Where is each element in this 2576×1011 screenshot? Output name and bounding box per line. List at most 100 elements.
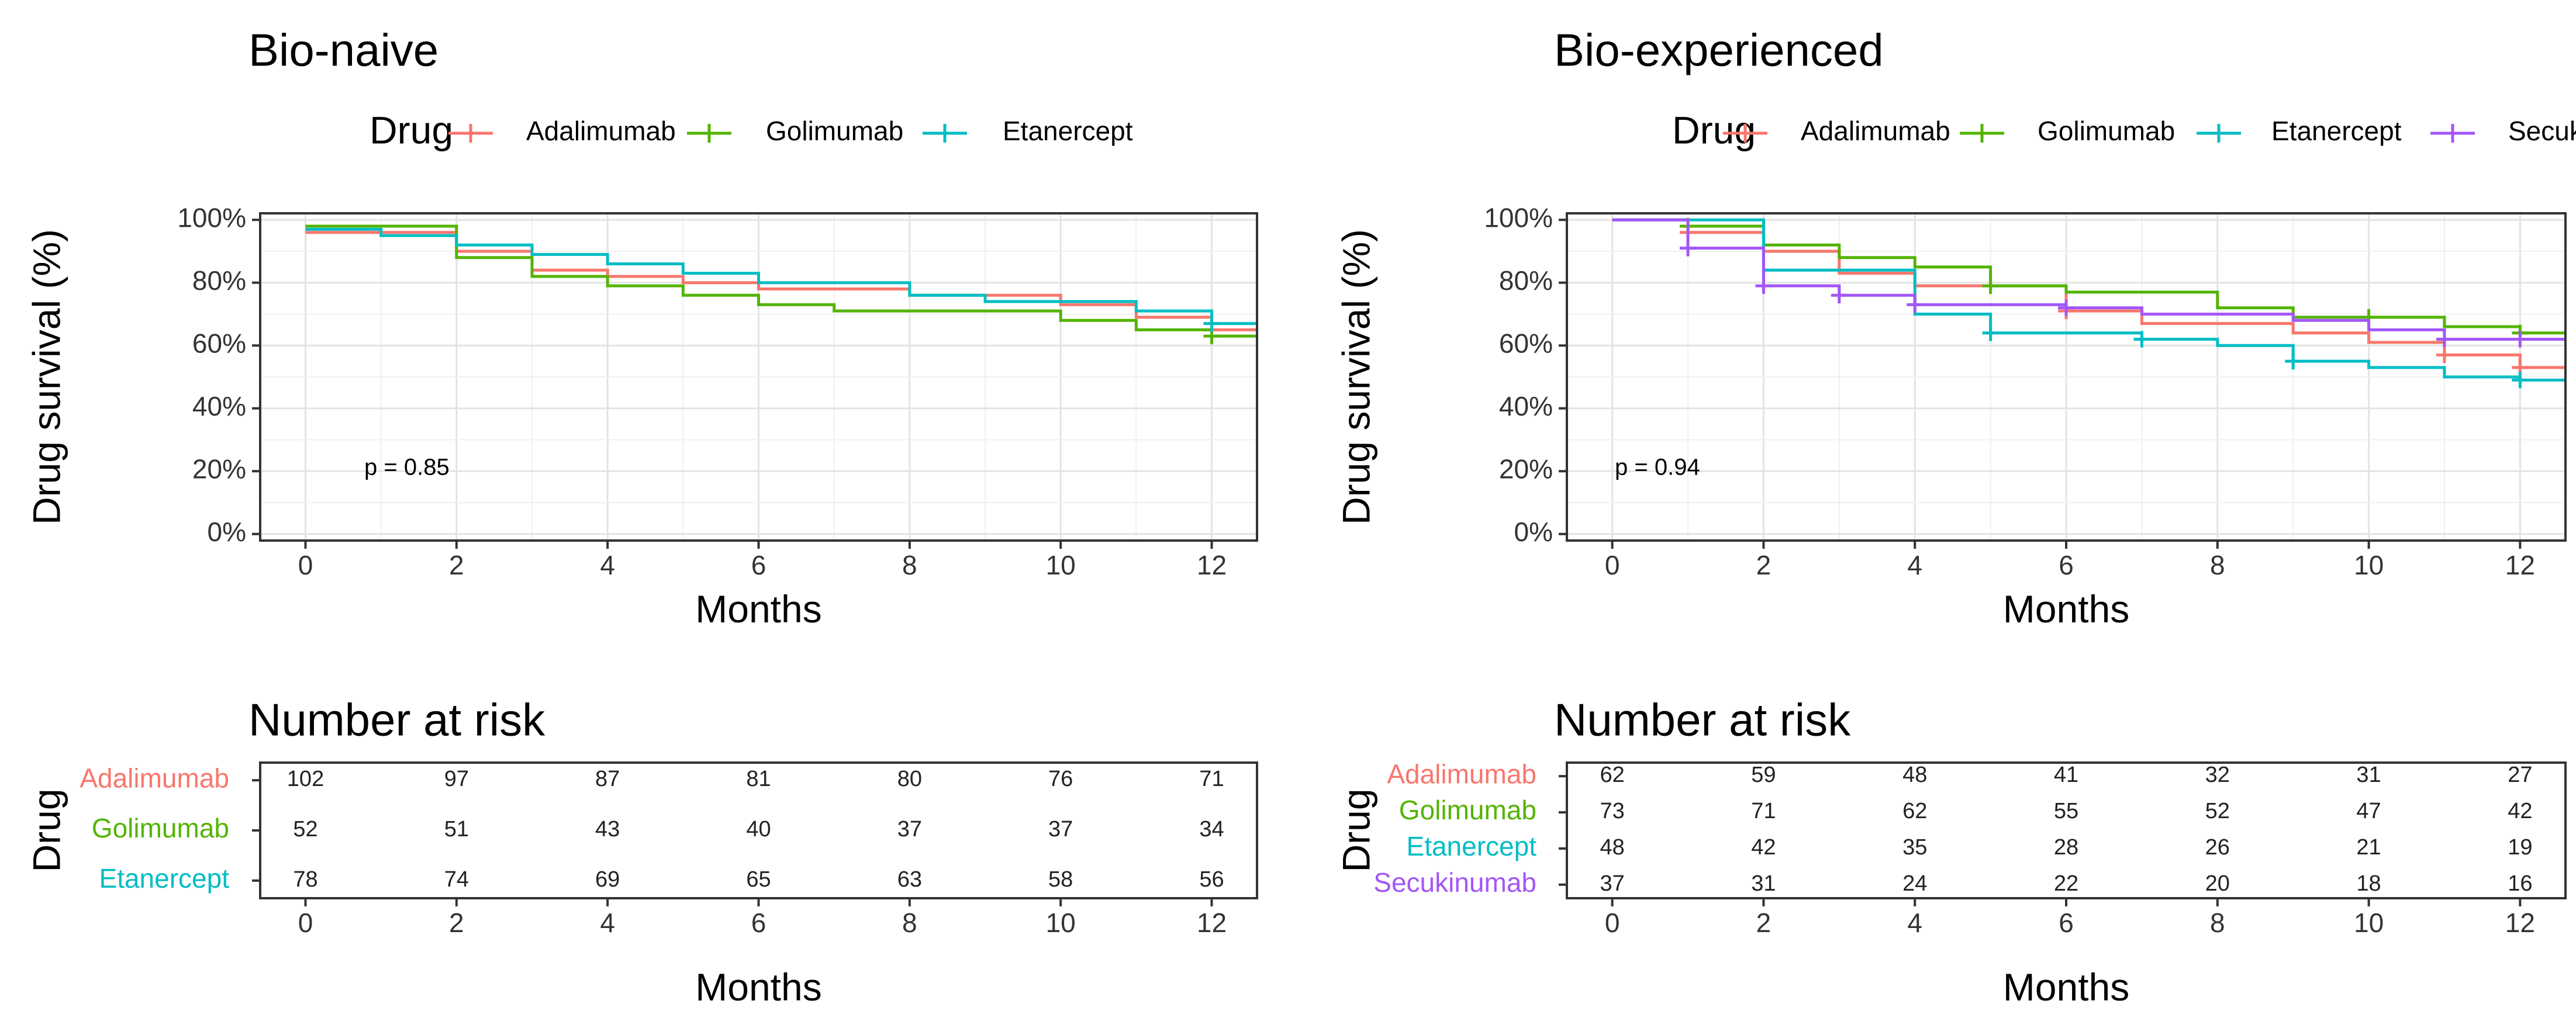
- x-tick-label: 4: [600, 908, 615, 938]
- legend-label-etanercept: Etanercept: [2271, 116, 2402, 146]
- risk-count: 71: [1199, 767, 1224, 791]
- risk-count: 80: [897, 767, 922, 791]
- risk-count: 78: [293, 867, 317, 892]
- y-tick-label: 20%: [192, 453, 246, 484]
- legend-title: Drug: [1672, 108, 1756, 151]
- x-tick-label: 0: [298, 908, 313, 938]
- risk-count: 34: [1199, 817, 1224, 842]
- risk-count: 42: [2508, 799, 2532, 823]
- p-value-annotation: p = 0.94: [1615, 455, 1700, 480]
- risk-count: 22: [2054, 871, 2078, 896]
- x-tick-label: 10: [2354, 550, 2384, 580]
- risk-count: 65: [746, 867, 771, 892]
- risk-count: 31: [1751, 871, 1776, 896]
- risk-count: 43: [595, 817, 620, 842]
- x-tick-label: 8: [2210, 908, 2225, 938]
- legend-title: Drug: [370, 108, 453, 151]
- x-tick-label: 4: [600, 550, 615, 580]
- risk-count: 52: [293, 817, 317, 842]
- y-tick-label: 80%: [1499, 265, 1553, 296]
- legend-label-etanercept: Etanercept: [1003, 116, 1133, 146]
- survival-curve-etanercept: [1612, 218, 2565, 382]
- survival-curve-golimumab: [305, 224, 1257, 338]
- risk-count: 31: [2356, 763, 2381, 787]
- risk-row-label-golimumab: Golimumab: [1399, 795, 1536, 825]
- x-tick-label: 6: [2059, 908, 2074, 938]
- y-tick-label: 60%: [1499, 328, 1553, 358]
- risk-count: 18: [2356, 871, 2381, 896]
- y-tick-label: 100%: [177, 202, 246, 233]
- x-axis-title: Months: [2003, 965, 2129, 1009]
- y-tick-label: 80%: [192, 265, 246, 296]
- risk-row-label-adalimumab: Adalimumab: [1387, 759, 1536, 789]
- risk-row-label-etanercept: Etanercept: [99, 863, 230, 894]
- risk-row-label-golimumab: Golimumab: [92, 813, 229, 843]
- x-tick-label: 10: [1046, 908, 1076, 938]
- survival-curve-etanercept: [305, 227, 1257, 326]
- risk-count: 27: [2508, 763, 2532, 787]
- panel-title: Bio-naive: [248, 25, 438, 76]
- y-tick-label: 20%: [1499, 453, 1553, 484]
- y-tick-label: 0%: [208, 517, 246, 547]
- risk-count: 102: [287, 767, 324, 791]
- x-tick-label: 6: [751, 550, 766, 580]
- km-panel-bio-naive: Bio-naive Drug Adalimumab Golimumab Etanerce…: [25, 25, 1258, 631]
- y-axis-title: Drug survival (%): [1334, 229, 1377, 525]
- risk-count: 41: [2054, 763, 2078, 787]
- risk-count: 16: [2508, 871, 2532, 896]
- y-axis-title: Drug survival (%): [25, 229, 68, 525]
- risk-count: 87: [595, 767, 620, 791]
- panel-title: Number at risk: [248, 694, 545, 746]
- risk-count: 48: [1600, 835, 1624, 860]
- risk-count: 40: [746, 817, 771, 842]
- risk-count: 58: [1048, 867, 1073, 892]
- risk-row-label-adalimumab: Adalimumab: [80, 763, 229, 793]
- y-axis-title: Drug: [1334, 788, 1377, 872]
- risk-count: 28: [2054, 835, 2078, 860]
- y-axis-title: Drug: [25, 788, 68, 872]
- risk-count: 51: [444, 817, 469, 842]
- x-tick-label: 12: [2505, 550, 2535, 580]
- panel-title: Bio-experienced: [1554, 25, 1884, 76]
- risk-count: 52: [2205, 799, 2230, 823]
- risk-count: 37: [897, 817, 922, 842]
- risk-count: 48: [1902, 763, 1927, 787]
- risk-count: 63: [897, 867, 922, 892]
- x-tick-label: 2: [1756, 550, 1772, 580]
- risk-count: 62: [1600, 763, 1624, 787]
- y-tick-label: 60%: [192, 328, 246, 358]
- risk-count: 56: [1199, 867, 1224, 892]
- panel-title: Number at risk: [1554, 694, 1851, 746]
- y-tick-label: 0%: [1514, 517, 1553, 547]
- risk-count: 59: [1751, 763, 1776, 787]
- x-tick-label: 0: [1605, 908, 1620, 938]
- risk-row-label-secukinumab: Secukinumab: [1373, 867, 1536, 898]
- x-tick-label: 8: [902, 550, 917, 580]
- risk-count: 37: [1600, 871, 1624, 896]
- x-tick-label: 6: [751, 908, 766, 938]
- risk-count: 62: [1902, 799, 1927, 823]
- x-tick-label: 8: [902, 908, 917, 938]
- legend-label-golimumab: Golimumab: [766, 116, 903, 146]
- risk-count: 32: [2205, 763, 2230, 787]
- risk-count: 35: [1902, 835, 1927, 860]
- risk-count: 71: [1751, 799, 1776, 823]
- legend-label-adalimumab: Adalimumab: [526, 116, 676, 146]
- risk-count: 21: [2356, 835, 2381, 860]
- y-tick-label: 100%: [1484, 202, 1553, 233]
- x-tick-label: 12: [2505, 908, 2535, 938]
- x-tick-label: 8: [2210, 550, 2225, 580]
- x-tick-label: 12: [1197, 908, 1227, 938]
- x-tick-label: 0: [1605, 550, 1620, 580]
- y-tick-label: 40%: [1499, 391, 1553, 421]
- x-tick-label: 2: [1756, 908, 1772, 938]
- risk-count: 26: [2205, 835, 2230, 860]
- x-tick-label: 10: [2354, 908, 2384, 938]
- x-tick-label: 2: [449, 550, 464, 580]
- legend-label-secukinumab: Secukinumab: [2508, 116, 2576, 146]
- risk-count: 19: [2508, 835, 2532, 860]
- x-tick-label: 0: [298, 550, 313, 580]
